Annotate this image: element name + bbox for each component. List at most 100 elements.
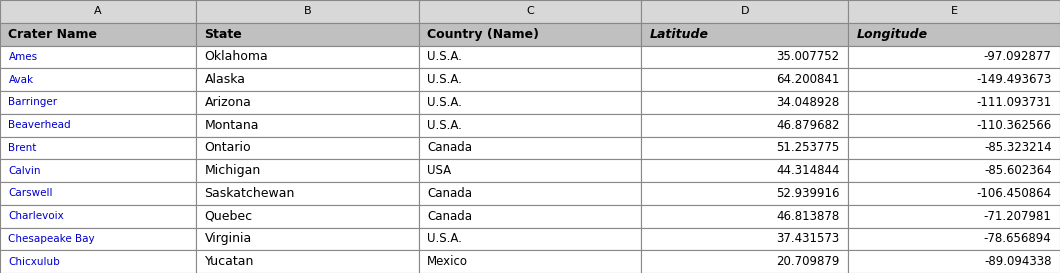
Bar [196, 68, 419, 91]
Bar [0, 182, 196, 205]
Bar [196, 136, 419, 159]
Bar [848, 159, 1060, 182]
Bar [848, 227, 1060, 250]
Text: Canada: Canada [427, 210, 472, 222]
Bar [641, 205, 848, 227]
Text: Chicxulub: Chicxulub [8, 257, 60, 267]
Bar [0, 136, 196, 159]
Text: -89.094338: -89.094338 [984, 255, 1052, 268]
Text: Canada: Canada [427, 141, 472, 154]
Bar [848, 205, 1060, 227]
Text: D: D [740, 6, 749, 16]
Text: U.S.A.: U.S.A. [427, 119, 462, 132]
Bar [419, 91, 641, 114]
Bar [0, 0, 196, 23]
Text: Country (Name): Country (Name) [427, 28, 540, 41]
Text: -106.450864: -106.450864 [976, 187, 1052, 200]
Text: Yucatan: Yucatan [205, 255, 254, 268]
Text: -111.093731: -111.093731 [976, 96, 1052, 109]
Bar [196, 23, 419, 46]
Bar [848, 136, 1060, 159]
Bar [419, 136, 641, 159]
Bar [641, 159, 848, 182]
Bar [419, 182, 641, 205]
Text: 44.314844: 44.314844 [776, 164, 840, 177]
Bar [641, 250, 848, 273]
Text: Canada: Canada [427, 187, 472, 200]
Bar [848, 68, 1060, 91]
Bar [0, 23, 196, 46]
Text: -78.656894: -78.656894 [984, 232, 1052, 245]
Text: Quebec: Quebec [205, 210, 252, 222]
Bar [196, 114, 419, 136]
Text: Brent: Brent [8, 143, 37, 153]
Text: 35.007752: 35.007752 [776, 51, 840, 63]
Text: -149.493673: -149.493673 [976, 73, 1052, 86]
Bar [848, 0, 1060, 23]
Text: 52.939916: 52.939916 [776, 187, 840, 200]
Text: Longitude: Longitude [856, 28, 928, 41]
Text: Oklahoma: Oklahoma [205, 51, 268, 63]
Text: -85.602364: -85.602364 [984, 164, 1052, 177]
Text: Ames: Ames [8, 52, 37, 62]
Bar [848, 23, 1060, 46]
Bar [419, 114, 641, 136]
Text: Charlevoix: Charlevoix [8, 211, 65, 221]
Bar [0, 46, 196, 68]
Text: Arizona: Arizona [205, 96, 251, 109]
Text: Saskatchewan: Saskatchewan [205, 187, 295, 200]
Text: 64.200841: 64.200841 [776, 73, 840, 86]
Text: Chesapeake Bay: Chesapeake Bay [8, 234, 95, 244]
Text: Calvin: Calvin [8, 166, 41, 176]
Bar [419, 250, 641, 273]
Text: Avak: Avak [8, 75, 34, 85]
Bar [0, 227, 196, 250]
Bar [196, 0, 419, 23]
Text: -110.362566: -110.362566 [976, 119, 1052, 132]
Bar [848, 250, 1060, 273]
Bar [0, 159, 196, 182]
Bar [419, 205, 641, 227]
Text: USA: USA [427, 164, 452, 177]
Text: Alaska: Alaska [205, 73, 246, 86]
Text: 37.431573: 37.431573 [776, 232, 840, 245]
Text: A: A [94, 6, 102, 16]
Text: 20.709879: 20.709879 [776, 255, 840, 268]
Bar [0, 250, 196, 273]
Bar [0, 114, 196, 136]
Text: Virginia: Virginia [205, 232, 252, 245]
Bar [641, 68, 848, 91]
Bar [196, 46, 419, 68]
Text: State: State [205, 28, 243, 41]
Bar [641, 114, 848, 136]
Text: Ontario: Ontario [205, 141, 251, 154]
Bar [0, 91, 196, 114]
Text: 34.048928: 34.048928 [776, 96, 840, 109]
Text: Montana: Montana [205, 119, 259, 132]
Bar [419, 0, 641, 23]
Bar [848, 46, 1060, 68]
Bar [0, 68, 196, 91]
Text: 46.813878: 46.813878 [776, 210, 840, 222]
Bar [196, 91, 419, 114]
Text: Mexico: Mexico [427, 255, 469, 268]
Bar [641, 46, 848, 68]
Bar [641, 227, 848, 250]
Text: -85.323214: -85.323214 [984, 141, 1052, 154]
Text: Michigan: Michigan [205, 164, 261, 177]
Bar [196, 182, 419, 205]
Bar [196, 159, 419, 182]
Text: Carswell: Carswell [8, 188, 53, 198]
Bar [848, 182, 1060, 205]
Text: -97.092877: -97.092877 [984, 51, 1052, 63]
Bar [641, 136, 848, 159]
Bar [641, 0, 848, 23]
Text: Barringer: Barringer [8, 97, 57, 107]
Text: U.S.A.: U.S.A. [427, 232, 462, 245]
Text: C: C [526, 6, 534, 16]
Bar [419, 227, 641, 250]
Bar [196, 205, 419, 227]
Text: E: E [951, 6, 957, 16]
Bar [0, 205, 196, 227]
Bar [419, 23, 641, 46]
